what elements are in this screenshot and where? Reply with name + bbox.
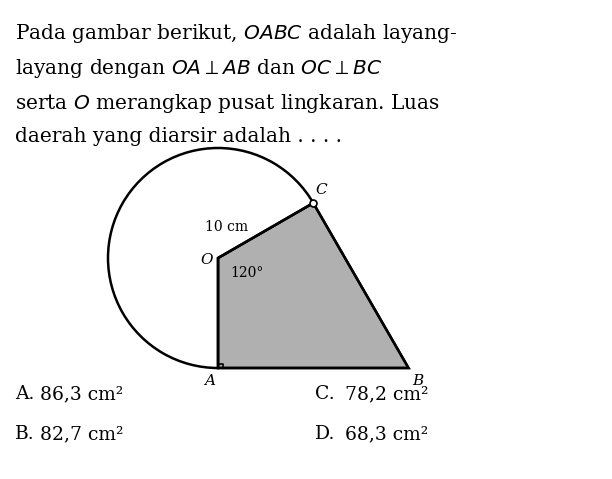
Wedge shape: [108, 148, 313, 368]
Text: 120°: 120°: [230, 266, 263, 280]
Polygon shape: [218, 203, 409, 368]
Text: 82,7 cm²: 82,7 cm²: [40, 425, 124, 443]
Text: 10 cm: 10 cm: [204, 219, 248, 233]
Text: Pada gambar berikut, $OABC$ adalah layang-: Pada gambar berikut, $OABC$ adalah layan…: [15, 22, 458, 45]
Text: A: A: [204, 374, 215, 388]
Text: 68,3 cm²: 68,3 cm²: [345, 425, 428, 443]
Text: D.: D.: [315, 425, 335, 443]
Text: 86,3 cm²: 86,3 cm²: [40, 385, 123, 403]
Text: A.: A.: [15, 385, 34, 403]
Text: 78,2 cm²: 78,2 cm²: [345, 385, 428, 403]
Text: C: C: [315, 183, 327, 197]
Text: layang dengan $OA \perp AB$ dan $OC \perp BC$: layang dengan $OA \perp AB$ dan $OC \per…: [15, 57, 382, 80]
Text: O: O: [201, 253, 213, 267]
Text: daerah yang diarsir adalah . . . .: daerah yang diarsir adalah . . . .: [15, 127, 342, 146]
Text: B: B: [412, 374, 424, 388]
Text: serta $O$ merangkap pusat lingkaran. Luas: serta $O$ merangkap pusat lingkaran. Lua…: [15, 92, 440, 115]
Text: C.: C.: [315, 385, 335, 403]
Text: B.: B.: [15, 425, 35, 443]
